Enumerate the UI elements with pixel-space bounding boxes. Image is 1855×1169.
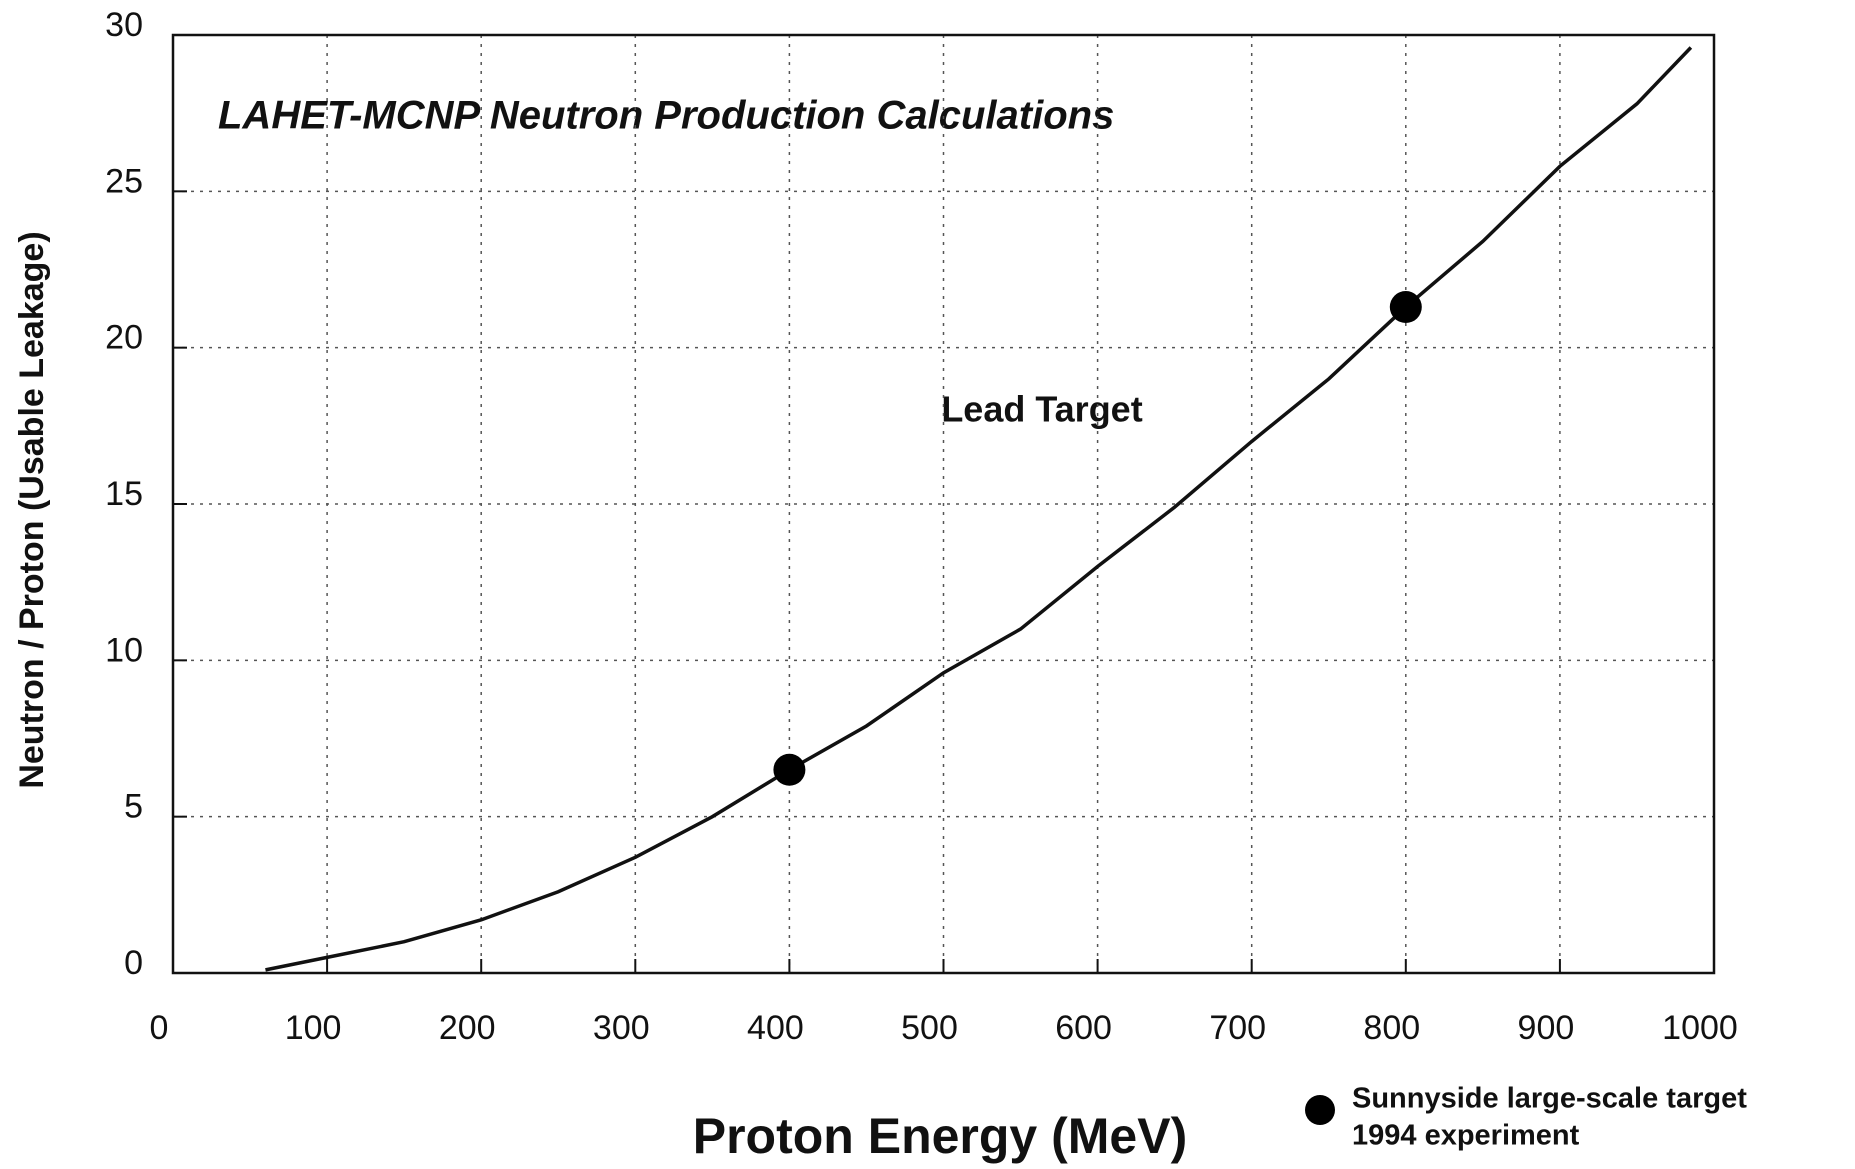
y-axis-title: Neutron / Proton (Usable Leakage) <box>13 231 51 788</box>
x-tick-label: 200 <box>439 1009 496 1047</box>
legend-marker <box>1305 1095 1335 1125</box>
data-line <box>265 46 1693 972</box>
x-axis-title: Proton Energy (MeV) <box>693 1108 1187 1164</box>
plot-frame <box>171 33 1716 975</box>
annotation: Lead Target <box>941 389 1142 430</box>
x-tick-label: 100 <box>285 1009 342 1047</box>
x-tick-label: 300 <box>593 1009 650 1047</box>
x-tick-label: 800 <box>1363 1009 1420 1047</box>
data-point <box>773 753 806 786</box>
y-tick-label: 30 <box>105 6 143 44</box>
x-tick-label: 400 <box>747 1009 804 1047</box>
y-tick-label: 0 <box>124 944 143 982</box>
x-tick-label: 500 <box>901 1009 958 1047</box>
x-tick-label: 900 <box>1518 1009 1575 1047</box>
y-tick-label: 10 <box>105 631 143 669</box>
legend-label: Sunnyside large-scale target <box>1352 1083 1747 1115</box>
x-tick-label: 0 <box>150 1009 169 1047</box>
x-tick-label: 700 <box>1209 1009 1266 1047</box>
y-tick-label: 25 <box>105 162 143 200</box>
x-tick-label: 1000 <box>1662 1009 1738 1047</box>
data-point <box>1389 291 1422 324</box>
chart-title: LAHET-MCNP Neutron Production Calculatio… <box>218 94 1114 138</box>
legend-label: 1994 experiment <box>1352 1120 1580 1152</box>
y-tick-label: 20 <box>105 319 143 357</box>
y-tick-label: 15 <box>105 475 143 513</box>
x-tick-label: 600 <box>1055 1009 1112 1047</box>
y-tick-label: 5 <box>124 788 143 826</box>
